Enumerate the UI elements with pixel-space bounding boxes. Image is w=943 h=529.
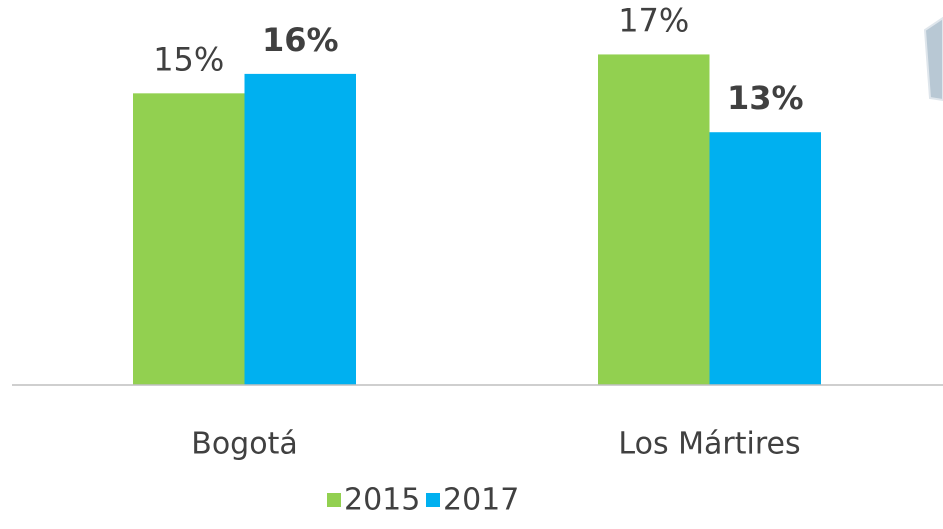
legend-swatch: [426, 493, 440, 507]
decoration: [923, 16, 943, 102]
bar: [133, 93, 245, 385]
bar: [598, 54, 710, 385]
x-tick-label: Bogotá: [191, 427, 297, 462]
legend-swatch: [327, 493, 341, 507]
legend-label: 2015: [344, 483, 420, 518]
legend-label: 2017: [443, 483, 519, 518]
data-label: 13%: [727, 79, 804, 117]
data-label: 15%: [153, 40, 224, 78]
x-tick-label: Los Mártires: [618, 427, 800, 462]
bar: [709, 132, 821, 385]
data-label: 17%: [618, 1, 689, 39]
bar: [244, 73, 356, 385]
data-label: 16%: [262, 21, 339, 59]
